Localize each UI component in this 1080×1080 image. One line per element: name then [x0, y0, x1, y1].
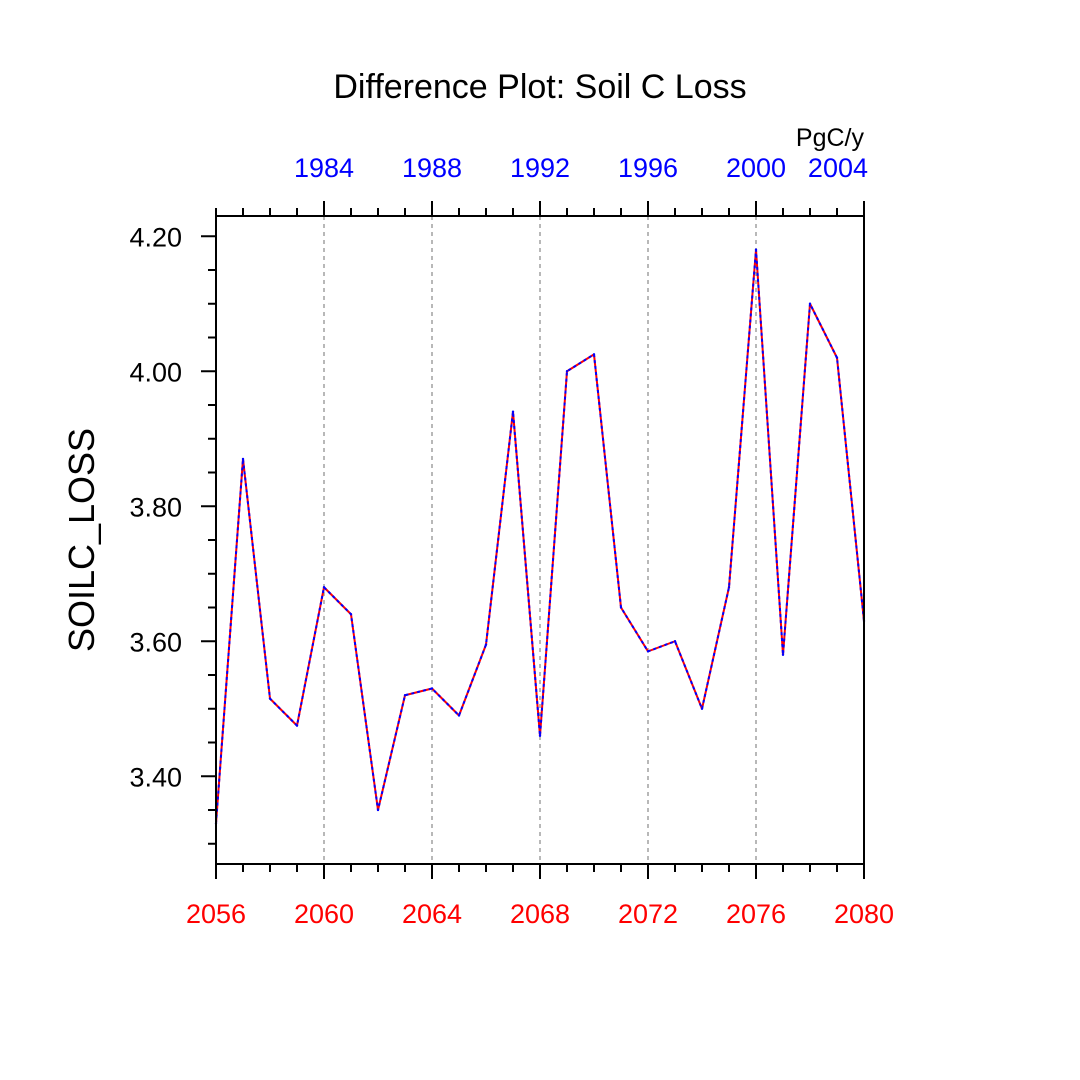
y-axis-label: SOILC_LOSS	[61, 428, 102, 652]
axis-ticks	[201, 201, 865, 879]
x-tick-label-2056: 2056	[186, 899, 246, 929]
grid-lines	[323, 216, 757, 864]
data-point-2065	[457, 714, 461, 717]
x-tick-label-2068: 2068	[510, 899, 570, 929]
plot-frame	[215, 215, 865, 865]
top-tick-label-1996: 1996	[618, 153, 678, 183]
data-point-2078	[808, 302, 812, 305]
data-point-2073	[673, 640, 677, 643]
y-tick-label-4: 4.00	[129, 357, 182, 387]
top-tick-label-1992: 1992	[510, 153, 570, 183]
data-point-2072	[646, 650, 650, 653]
data-point-2060	[322, 586, 326, 589]
x-tick-label-2072: 2072	[618, 899, 678, 929]
y-tick-label-3.4: 3.40	[129, 762, 182, 792]
top-tick-label-1988: 1988	[402, 153, 462, 183]
data-point-2067	[511, 410, 515, 413]
data-point-2061	[349, 613, 353, 616]
top-tick-label-2000: 2000	[726, 153, 786, 183]
units-label: PgC/y	[796, 124, 865, 152]
top-tick-label-2004: 2004	[808, 153, 868, 183]
data-point-2069	[565, 370, 569, 373]
data-point-2070	[592, 353, 596, 356]
data-point-2075	[727, 586, 731, 589]
series-lines	[214, 248, 866, 825]
x-tick-label-2080: 2080	[834, 899, 894, 929]
y-tick-label-3.6: 3.60	[129, 627, 182, 657]
x-tick-label-2064: 2064	[402, 899, 462, 929]
x-tick-label-2060: 2060	[294, 899, 354, 929]
data-point-2079	[835, 356, 839, 359]
x-tick-label-2076: 2076	[726, 899, 786, 929]
data-point-2071	[619, 606, 623, 609]
data-point-2077	[781, 653, 785, 656]
data-point-2074	[700, 707, 704, 710]
data-point-2059	[295, 724, 299, 727]
data-point-2063	[403, 694, 407, 697]
data-point-2064	[430, 687, 434, 690]
data-point-2066	[484, 643, 488, 646]
tick-labels: 2056 2060 2064 2068 2072 2076 2080 1984 1988 1992…	[129, 153, 894, 929]
data-point-2068	[538, 734, 542, 737]
data-point-2062	[376, 808, 380, 812]
y-tick-label-3.8: 3.80	[129, 492, 182, 522]
top-tick-label-1984: 1984	[294, 153, 354, 183]
data-point-2058	[268, 697, 272, 700]
data-point-2057	[241, 457, 245, 461]
data-point-2076	[754, 248, 758, 251]
chart-title: Difference Plot: Soil C Loss	[333, 68, 746, 106]
y-tick-label-4.2: 4.20	[129, 222, 182, 252]
